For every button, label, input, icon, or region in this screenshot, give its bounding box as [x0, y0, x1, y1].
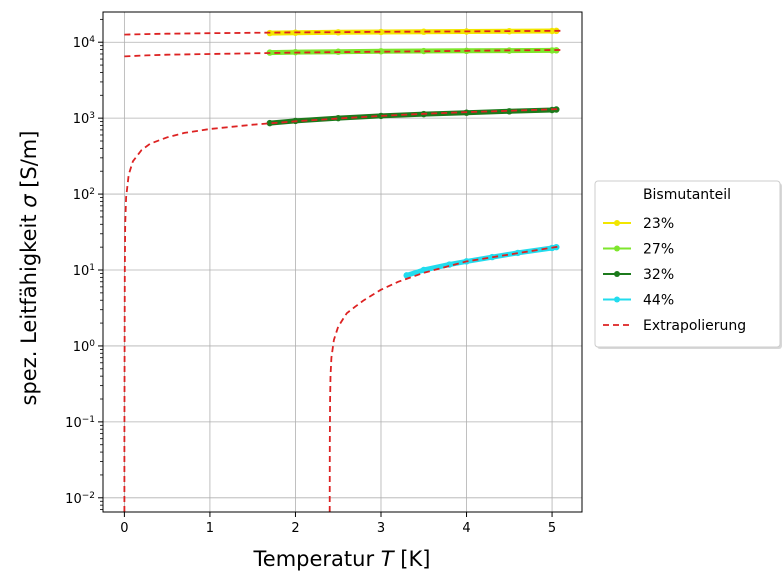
x-tick-label: 4: [462, 521, 470, 536]
y-tick-label: 104: [73, 35, 96, 51]
y-tick-label: 102: [73, 187, 95, 203]
legend-label: 32%: [643, 267, 674, 283]
x-tick-label: 3: [377, 521, 385, 536]
y-tick-label: 101: [73, 263, 95, 279]
x-tick-label: 2: [291, 521, 299, 536]
legend-swatch-marker: [614, 271, 620, 277]
data-point: [377, 48, 385, 55]
data-point: [420, 28, 427, 35]
extrapolation-curve: [328, 245, 561, 513]
data-point: [403, 272, 410, 279]
data-point: [377, 28, 385, 36]
series-line-23%: [267, 28, 559, 36]
plot-frame: [102, 11, 583, 513]
x-tick-label: 5: [548, 521, 556, 536]
x-axis-ticks: 0 1 2 3 4 5: [120, 512, 556, 536]
y-tick-label: 103: [73, 111, 95, 127]
legend-label: 23%: [643, 216, 674, 232]
y-tick-label: 10−2: [65, 491, 95, 507]
extrapolation-lines: [123, 29, 561, 513]
legend-swatch-marker: [614, 220, 620, 226]
x-axis-title: Temperatur T [K]: [253, 547, 431, 571]
data-point: [514, 249, 522, 257]
y-tick-label: 10−1: [65, 415, 95, 431]
legend-label: Extrapolierung: [643, 318, 746, 334]
data-point: [335, 114, 342, 122]
legend: Bismutanteil 23% 27% 32% 44% Extrapolierung: [594, 180, 782, 349]
legend-title: Bismutanteil: [643, 187, 731, 203]
legend-swatch-marker: [614, 296, 620, 303]
series-line-27%: [267, 47, 559, 56]
grid-lines: [103, 12, 582, 512]
data-point: [420, 47, 427, 55]
y-axis-ticks: 10−2 10−1 100 101 102 103 104: [65, 18, 103, 510]
x-tick-label: 0: [120, 521, 128, 536]
data-point: [266, 119, 273, 127]
legend-label: 44%: [643, 293, 674, 309]
data-point: [377, 112, 385, 120]
data-point: [506, 108, 513, 115]
extrapolation-curve: [124, 29, 561, 36]
extrapolation-curve: [124, 49, 561, 58]
y-axis-title: spez. Leitfähigkeit σ [S/m]: [17, 131, 41, 406]
y-tick-label: 100: [73, 339, 96, 355]
x-tick-label: 1: [206, 521, 214, 536]
extrapolation-curve: [123, 108, 561, 512]
legend-label: 27%: [643, 242, 674, 258]
legend-swatch-marker: [614, 245, 620, 252]
